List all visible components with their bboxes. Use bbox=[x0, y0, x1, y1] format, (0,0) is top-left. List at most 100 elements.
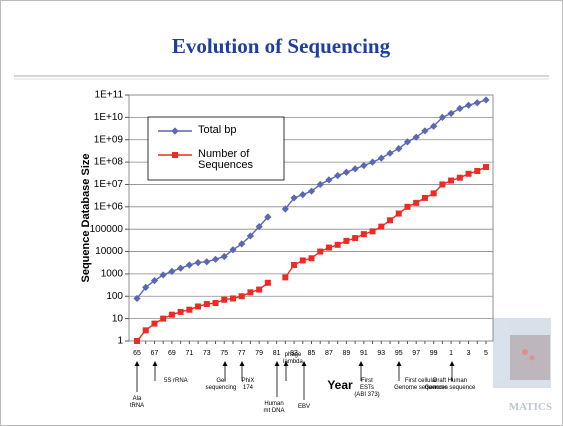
point bbox=[335, 242, 341, 248]
y-tick-label: 10 bbox=[112, 313, 124, 324]
point bbox=[239, 293, 245, 299]
x-tick-label: 5 bbox=[484, 350, 488, 357]
point bbox=[291, 262, 297, 268]
annotation-text: ESTs bbox=[360, 385, 374, 391]
point bbox=[378, 224, 384, 230]
point bbox=[309, 255, 315, 261]
point bbox=[370, 228, 376, 234]
x-tick-label: 77 bbox=[238, 350, 246, 357]
legend-entry: Total bp bbox=[198, 125, 276, 151]
annotation-text: Draft Human bbox=[433, 378, 467, 384]
point bbox=[186, 307, 192, 313]
point bbox=[134, 338, 140, 344]
annotation-text: Genome sequence bbox=[425, 385, 476, 391]
point bbox=[404, 204, 410, 210]
point bbox=[178, 309, 184, 315]
y-tick-label: 1E+10 bbox=[94, 112, 124, 123]
point bbox=[343, 238, 349, 244]
point bbox=[317, 249, 323, 255]
point bbox=[195, 303, 201, 309]
x-tick-label: 71 bbox=[185, 350, 193, 357]
annotation-text: tRNA bbox=[130, 403, 144, 409]
x-tick-label: 69 bbox=[168, 350, 176, 357]
point bbox=[396, 211, 402, 217]
x-tick-label: 89 bbox=[343, 350, 351, 357]
annotation-text: (ABI 373) bbox=[354, 392, 379, 398]
x-tick-label: 73 bbox=[203, 350, 211, 357]
x-tick-label: 79 bbox=[255, 350, 263, 357]
point bbox=[300, 257, 306, 263]
x-tick-label: 75 bbox=[220, 350, 228, 357]
point bbox=[422, 195, 428, 201]
x-tick-label: 85 bbox=[308, 350, 316, 357]
y-tick-label: 1E+06 bbox=[94, 201, 124, 212]
y-tick-label: 1E+11 bbox=[95, 90, 124, 101]
point bbox=[221, 297, 227, 303]
annotation-text: First bbox=[361, 378, 373, 384]
annotation-text: Gel bbox=[216, 378, 225, 384]
point bbox=[352, 235, 358, 241]
point bbox=[474, 168, 480, 174]
legend-marker bbox=[172, 152, 178, 158]
point bbox=[431, 190, 437, 196]
annotation-text: 5S rRNA bbox=[164, 378, 188, 384]
annotation-text: mt DNA bbox=[264, 408, 285, 414]
annotation-text: EBV bbox=[298, 404, 310, 410]
x-tick-label: 81 bbox=[273, 350, 281, 357]
y-tick-label: 1E+07 bbox=[94, 179, 124, 190]
x-tick-label: 99 bbox=[430, 350, 438, 357]
annotation-text: Human bbox=[264, 401, 283, 407]
page: {"title": "Evolution of Sequencing", "lo… bbox=[0, 0, 563, 426]
annotation-text: Ala bbox=[133, 396, 142, 402]
x-tick-label: 1 bbox=[449, 350, 453, 357]
y-tick-label: 1E+09 bbox=[94, 134, 124, 145]
x-tick-label: 93 bbox=[377, 350, 385, 357]
legend-label: Total bp bbox=[198, 125, 276, 136]
x-tick-label: 95 bbox=[395, 350, 403, 357]
point bbox=[265, 280, 271, 286]
point bbox=[151, 321, 157, 327]
y-tick-label: 1000 bbox=[101, 269, 124, 280]
point bbox=[256, 287, 262, 293]
y-tick-label: 1E+08 bbox=[94, 157, 124, 168]
x-axis-label: Year bbox=[327, 378, 353, 392]
logo-shape bbox=[522, 349, 528, 355]
legend-label: Number of Sequences bbox=[198, 149, 276, 171]
point bbox=[204, 301, 210, 307]
point bbox=[466, 171, 472, 177]
point bbox=[143, 327, 149, 333]
point bbox=[387, 217, 393, 223]
y-tick-label: 10000 bbox=[95, 246, 123, 257]
annotation-text: lambda bbox=[283, 359, 303, 365]
y-tick-label: 1 bbox=[117, 336, 123, 347]
x-tick-label: 97 bbox=[412, 350, 420, 357]
x-tick-label: 87 bbox=[325, 350, 333, 357]
point bbox=[282, 274, 288, 280]
x-tick-label: 91 bbox=[360, 350, 368, 357]
point bbox=[247, 289, 253, 295]
annotation-text: phage bbox=[285, 352, 302, 358]
x-tick-label: 67 bbox=[151, 350, 159, 357]
point bbox=[169, 312, 175, 318]
x-tick-label: 3 bbox=[467, 350, 471, 357]
annotation-text: 174 bbox=[243, 385, 254, 391]
y-tick-label: 100 bbox=[106, 291, 123, 302]
point bbox=[230, 295, 236, 301]
slide: Evolution of Sequencing MATICS Sequence … bbox=[0, 0, 563, 426]
point bbox=[483, 164, 489, 170]
point bbox=[439, 181, 445, 187]
point bbox=[213, 300, 219, 306]
y-tick-label: 100000 bbox=[90, 224, 124, 235]
annotation-text: PhiX bbox=[242, 378, 255, 384]
logo-text: MATICS bbox=[509, 401, 552, 413]
point bbox=[160, 316, 166, 322]
legend-entry: Number of Sequences bbox=[198, 149, 276, 175]
point bbox=[361, 231, 367, 237]
logo-shape bbox=[530, 356, 535, 361]
point bbox=[457, 175, 463, 181]
y-axis-label: Sequence Database Size bbox=[80, 153, 92, 282]
point bbox=[326, 245, 332, 251]
point bbox=[448, 178, 454, 184]
point bbox=[413, 200, 419, 206]
x-tick-label: 65 bbox=[133, 350, 141, 357]
